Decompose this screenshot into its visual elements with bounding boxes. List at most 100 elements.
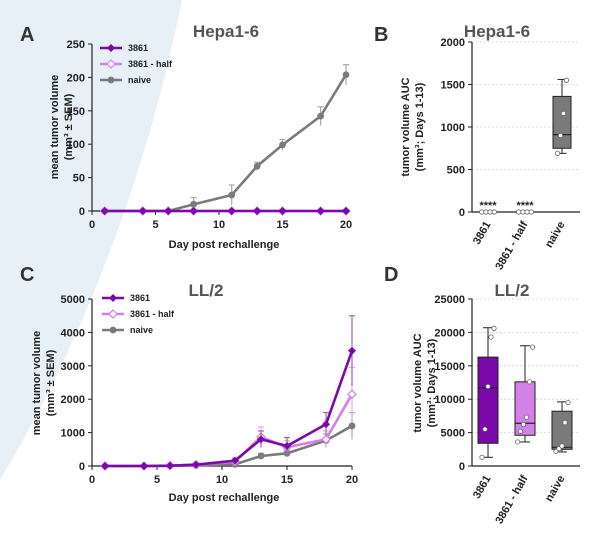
chart-d-y-tick-label: 15000	[434, 361, 465, 373]
chart-d-box-3861-half-point	[523, 414, 530, 420]
panel-a: A Hepa1-6 mean tumor volume (mm³ ± SEM) …	[20, 22, 352, 251]
chart-a-series-3861-point	[316, 207, 325, 215]
chart-d-box-naive-point	[562, 419, 568, 426]
chart-b-y-tick-label: 500	[447, 165, 465, 177]
chart-a-series-naive-point	[228, 191, 236, 199]
chart-c-y-tick-label: 2000	[61, 394, 85, 406]
chart-c-y-tick-label: 0	[79, 461, 85, 473]
plot-area-b: 0 500 1000 1500 2000 3861 **** 3861 - half **** n…	[441, 37, 580, 272]
chart-c-x-tick-label: 5	[154, 474, 160, 486]
chart-d-y-tick-label: 10000	[434, 394, 465, 406]
chart-c-y-tick-label: 1000	[61, 428, 85, 440]
chart-d-x-tick-label: 3861 - half	[493, 473, 530, 526]
plot-area-c: 0 1000 2000 3000 4000 5000 0 5 10 15 20 3861 3861 - …	[61, 293, 359, 486]
chart-b-significance-label: ****	[516, 200, 534, 212]
panel-letter-d: D	[384, 264, 398, 286]
chart-d-y-tick-label: 5000	[441, 428, 465, 440]
chart-b-x-tick-label: 3861 - half	[493, 219, 530, 272]
chart-a-series-naive-point	[342, 71, 350, 79]
chart-d-box-naive-point	[559, 443, 565, 449]
chart-a-y-tick-label: 150	[67, 106, 85, 118]
chart-c-x-tick-label: 15	[281, 474, 293, 486]
chart-c-series-3861-point	[140, 462, 148, 470]
chart-b-y-tick-label: 0	[459, 207, 465, 219]
chart-c-x-tick-label: 20	[346, 474, 358, 486]
y-axis-label-d-1: tumor volume AUC	[412, 333, 424, 432]
chart-b-y-tick-label: 1000	[441, 122, 465, 134]
chart-b-x-tick-label: naive	[543, 220, 567, 250]
chart-c-series-3861-half-point	[347, 389, 357, 400]
chart-d-box-3861-point	[488, 334, 494, 340]
chart-d-y-tick-label: 0	[459, 461, 465, 473]
chart-b-box-naive-point	[557, 132, 564, 139]
chart-d-y-tick-label: 20000	[434, 327, 465, 339]
chart-a-series-naive-point	[253, 162, 261, 170]
chart-d-box-naive-body	[551, 410, 573, 450]
chart-c-series-3861-point	[348, 346, 356, 355]
chart-b-y-tick-label: 1500	[441, 80, 465, 92]
chart-a-legend-3861-label: 3861	[128, 43, 148, 53]
chart-title-b: Hepa1-6	[464, 22, 530, 41]
x-axis-label-a: Day post rechallenge	[169, 239, 280, 251]
chart-a-legend-naive-marker	[107, 76, 115, 84]
chart-a-legend-naive-label: naive	[128, 75, 151, 85]
y-axis-label-a-1: mean tumor volume	[49, 75, 61, 180]
chart-d-x-tick-label: 3861	[471, 474, 494, 501]
chart-a-series-naive-point	[279, 141, 286, 149]
y-axis-label-c-1: mean tumor volume	[31, 331, 43, 436]
chart-c-legend-3861-marker	[109, 294, 117, 302]
chart-c-series-naive-point	[348, 422, 356, 430]
chart-c-series-3861-point	[283, 441, 291, 450]
chart-d-box-3861-point	[482, 426, 488, 432]
chart-d-box-naive-point	[565, 399, 571, 406]
chart-a-series-naive-point	[317, 112, 324, 120]
chart-a-x-tick-label: 20	[340, 219, 352, 231]
y-axis-label-b-1: tumor volume AUC	[400, 77, 412, 176]
chart-a-legend-3861-marker	[107, 44, 115, 52]
plot-area-a: 0 50 100 150 200 250 0 5 10 15 20 3861 3861 - half na…	[67, 39, 352, 231]
chart-b-box-naive-point	[554, 150, 561, 156]
chart-d-y-tick-label: 25000	[434, 294, 465, 306]
chart-a-x-tick-label: 15	[276, 219, 288, 231]
chart-d-box-3861-point	[479, 454, 485, 460]
chart-d-x-tick-label: naive	[543, 474, 567, 504]
chart-a-x-tick-label: 10	[213, 219, 225, 231]
chart-d-box-3861-half-point	[514, 439, 521, 445]
chart-c-series-3861-point	[101, 462, 109, 470]
chart-d-box-3861-half-point	[520, 421, 527, 428]
y-axis-label-d-2: (mm³; Days 1-13)	[426, 338, 438, 427]
chart-a-series-3861-point	[227, 207, 236, 215]
chart-title-a: Hepa1-6	[193, 22, 259, 41]
chart-b-x-tick-label: 3861	[471, 220, 494, 247]
chart-c-x-tick-label: 10	[216, 474, 228, 486]
panel-c: C LL/2 mean tumor volume (mm³ ± SEM) Day…	[20, 264, 358, 504]
chart-d-box-3861-half-point	[526, 379, 533, 385]
chart-c-legend-3861-label: 3861	[130, 293, 150, 303]
chart-c-legend-3861-half-label: 3861 - half	[130, 309, 175, 319]
chart-b-y-tick-label: 2000	[441, 37, 465, 49]
chart-a-legend-3861-half-label: 3861 - half	[128, 59, 173, 69]
chart-c-series-3861-line	[105, 350, 354, 468]
chart-c-y-tick-label: 4000	[61, 327, 85, 339]
chart-c-series-3861-point	[257, 435, 265, 444]
chart-d-box-3861-body	[477, 356, 499, 444]
chart-a-series-3861-point	[164, 207, 173, 215]
chart-b-box-naive-point	[560, 110, 567, 117]
chart-b-significance-label: ****	[479, 200, 497, 212]
chart-c-x-tick-label: 0	[89, 474, 95, 486]
chart-c-y-tick-label: 3000	[61, 361, 85, 373]
chart-c-series-3861-half-point	[321, 434, 331, 445]
y-axis-label-a-2: (mm³ ± SEM)	[63, 93, 75, 160]
chart-a-series-3861-point	[253, 207, 262, 215]
x-axis-label-c: Day post rechallenge	[169, 492, 280, 504]
chart-c-legend-naive-label: naive	[130, 325, 153, 335]
chart-a-y-tick-label: 50	[73, 173, 85, 185]
chart-a-x-tick-label: 5	[152, 219, 158, 231]
chart-title-d: LL/2	[495, 281, 530, 300]
y-axis-label-c-2: (mm³ ± SEM)	[45, 349, 57, 416]
panel-letter-c: C	[20, 264, 34, 286]
chart-d-box-3861-point	[491, 325, 497, 331]
chart-d-box-3861-half-body	[514, 381, 536, 436]
chart-b-box-naive-body	[552, 95, 572, 149]
chart-a-series-3861-point	[342, 207, 350, 215]
